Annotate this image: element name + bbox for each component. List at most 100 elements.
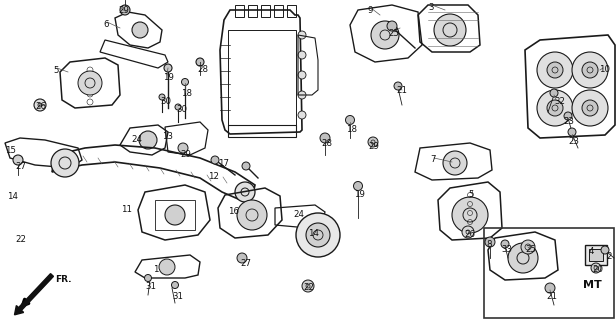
Circle shape — [298, 91, 306, 99]
Bar — [274, 5, 283, 17]
Circle shape — [485, 237, 495, 247]
Bar — [235, 5, 244, 17]
Circle shape — [521, 240, 535, 254]
Bar — [155, 200, 195, 230]
Circle shape — [298, 111, 306, 119]
Bar — [228, 30, 296, 125]
Text: 28: 28 — [321, 139, 332, 148]
Text: 12: 12 — [208, 172, 219, 181]
Text: 21: 21 — [546, 292, 557, 301]
Text: 9: 9 — [368, 6, 373, 15]
Text: 21: 21 — [396, 86, 407, 95]
Circle shape — [298, 51, 306, 59]
Circle shape — [164, 64, 172, 72]
Circle shape — [462, 226, 474, 238]
Text: 23: 23 — [568, 137, 579, 146]
Circle shape — [196, 58, 204, 66]
Text: 2: 2 — [606, 252, 612, 261]
Text: 30: 30 — [160, 97, 171, 106]
Circle shape — [175, 104, 181, 110]
Circle shape — [371, 21, 399, 49]
Text: 32: 32 — [554, 97, 565, 106]
Text: 3: 3 — [428, 3, 434, 12]
Circle shape — [165, 205, 185, 225]
Text: 17: 17 — [218, 159, 229, 168]
Text: 16: 16 — [228, 207, 239, 216]
Text: 5: 5 — [53, 66, 59, 75]
Circle shape — [452, 197, 488, 233]
Circle shape — [178, 143, 188, 153]
Text: 24: 24 — [131, 135, 142, 144]
Circle shape — [302, 280, 314, 292]
Bar — [589, 249, 603, 261]
Circle shape — [547, 62, 563, 78]
Text: 29: 29 — [118, 6, 129, 15]
Circle shape — [545, 283, 555, 293]
Circle shape — [582, 100, 598, 116]
Circle shape — [182, 78, 188, 85]
Circle shape — [572, 52, 608, 88]
Text: 31: 31 — [172, 292, 183, 301]
Circle shape — [34, 99, 46, 111]
Text: 29: 29 — [368, 142, 379, 151]
Text: 31: 31 — [145, 282, 156, 291]
Circle shape — [78, 71, 102, 95]
Text: 5: 5 — [468, 190, 474, 199]
Circle shape — [501, 240, 509, 248]
Circle shape — [120, 5, 130, 15]
Circle shape — [139, 131, 157, 149]
Circle shape — [582, 62, 598, 78]
Circle shape — [387, 21, 397, 31]
Text: 26: 26 — [35, 102, 46, 111]
Text: 27: 27 — [240, 259, 251, 268]
Circle shape — [237, 200, 267, 230]
FancyArrow shape — [15, 274, 54, 315]
Text: 18: 18 — [181, 89, 192, 98]
Circle shape — [159, 259, 175, 275]
Bar — [248, 5, 257, 17]
Circle shape — [171, 282, 179, 289]
Text: 27: 27 — [15, 162, 26, 171]
Text: 1: 1 — [153, 265, 158, 274]
Text: 11: 11 — [121, 205, 132, 214]
Circle shape — [434, 14, 466, 46]
Circle shape — [508, 243, 538, 273]
Circle shape — [237, 253, 247, 263]
Circle shape — [51, 149, 79, 177]
Circle shape — [298, 71, 306, 79]
Circle shape — [564, 112, 572, 120]
Bar — [228, 125, 296, 137]
Text: 18: 18 — [346, 125, 357, 134]
Circle shape — [572, 90, 608, 126]
Circle shape — [368, 137, 378, 147]
Text: 19: 19 — [163, 73, 174, 82]
Circle shape — [298, 31, 306, 39]
Text: 25: 25 — [525, 245, 536, 254]
Circle shape — [132, 22, 148, 38]
Circle shape — [306, 223, 330, 247]
Circle shape — [296, 213, 340, 257]
Text: 25: 25 — [388, 29, 399, 38]
Circle shape — [211, 156, 219, 164]
Bar — [287, 5, 296, 17]
Text: 7: 7 — [430, 155, 436, 164]
Text: 26: 26 — [464, 230, 475, 239]
Text: 28: 28 — [197, 65, 208, 74]
Bar — [585, 245, 607, 265]
Circle shape — [346, 116, 354, 124]
Circle shape — [537, 90, 573, 126]
Text: 10: 10 — [599, 65, 610, 74]
Circle shape — [13, 155, 23, 165]
Text: 30: 30 — [176, 105, 187, 114]
Text: 14: 14 — [308, 229, 319, 238]
Text: 29: 29 — [180, 150, 191, 159]
Circle shape — [601, 246, 609, 254]
Circle shape — [591, 263, 601, 273]
Circle shape — [537, 52, 573, 88]
Circle shape — [354, 181, 362, 190]
Text: 8: 8 — [486, 240, 492, 249]
Text: 24: 24 — [293, 210, 304, 219]
Text: 22: 22 — [303, 283, 314, 292]
Text: 4: 4 — [589, 247, 594, 256]
Circle shape — [320, 133, 330, 143]
